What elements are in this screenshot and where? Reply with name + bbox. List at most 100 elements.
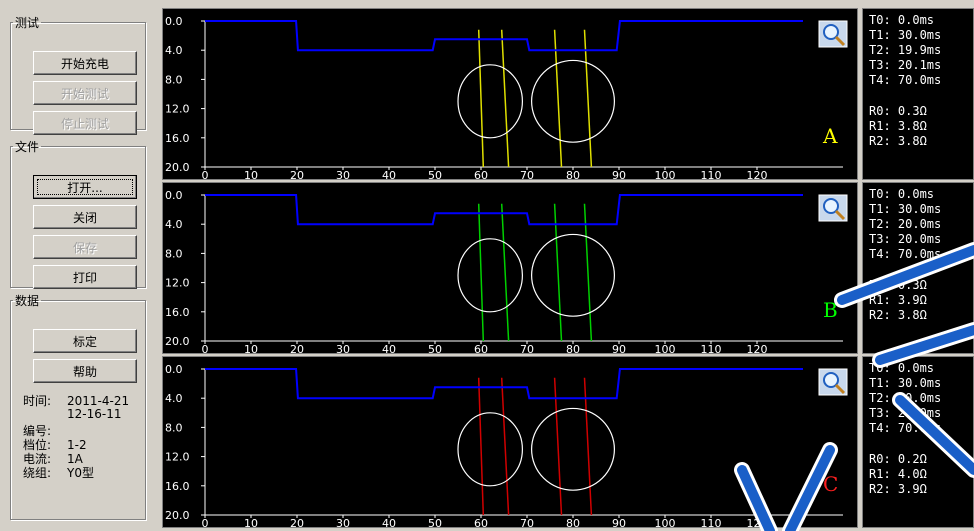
start-test-button[interactable]: 开始测试 [33,81,137,105]
readout-t2: T2: 20.0ms [869,391,942,405]
plot-panel-a: 0.0 4.0 8.0 12.0 16.0 20.0 0 10 20 30 40 50 60 70 80 90… [162,8,858,180]
x-tick-label: 20 [290,343,304,353]
magnifier-icon-lens [823,372,839,388]
readout-r1: R1: 3.9Ω [869,293,927,307]
waveform-line [205,368,803,400]
readout-r2: R2: 3.8Ω [869,308,927,322]
x-tick-label: 100 [655,343,676,353]
y-tick-label: 0.0 [165,363,183,376]
file-group: 文件 打开... 关闭 保存 打印 [10,138,146,289]
x-tick-label: 50 [428,169,442,179]
waveform-plot-b: 0.0 4.0 8.0 12.0 16.0 20.0 0 10 20 30 40 50 60 70 80 90… [165,189,848,353]
x-tick-label: 60 [474,343,488,353]
x-tick-label: 0 [202,169,209,179]
y-tick-label: 8.0 [165,421,183,434]
x-tick-label: 60 [474,169,488,179]
plot-panel-c: 0.0 4.0 8.0 12.0 16.0 20.0 0 10 20 30 40 50 60 70 80 90… [162,356,858,528]
readout-r0: R0: 0.3Ω [869,104,927,118]
test-group: 测试 开始充电 开始测试 停止测试 [10,14,146,135]
highlight-circle [457,412,524,487]
save-button[interactable]: 保存 [33,235,137,259]
waveform-line [205,194,803,226]
readout-t4: T4: 70.0ms [869,247,942,261]
y-tick-label: 0.0 [165,15,183,28]
stop-test-button[interactable]: 停止测试 [33,111,137,135]
help-button[interactable]: 帮助 [33,359,137,383]
highlight-circle [531,407,616,491]
calibrate-button[interactable]: 标定 [33,329,137,353]
readout-t1: T1: 30.0ms [869,376,942,390]
highlight-circle [531,233,616,317]
contact-trace [553,377,563,516]
winding-label: 绕组: [23,466,52,480]
x-tick-label: 80 [566,169,580,179]
x-tick-label: 40 [382,169,396,179]
x-tick-label: 70 [520,169,534,179]
highlight-circle [531,59,616,143]
open-button[interactable]: 打开... [33,175,137,199]
y-tick-label: 16.0 [165,132,190,145]
start-charge-button[interactable]: 开始充电 [33,51,137,75]
x-tick-label: 110 [701,517,722,527]
magnifier-icon-handle [834,35,846,47]
magnifier-icon-handle [834,209,846,221]
y-tick-label: 20.0 [165,509,190,522]
readout-t1: T1: 30.0ms [869,28,942,42]
y-tick-label: 16.0 [165,306,190,319]
x-tick-label: 10 [244,517,258,527]
x-tick-label: 120 [747,517,768,527]
test-group-title: 测试 [15,16,40,30]
magnifier-icon[interactable] [818,20,848,48]
print-button[interactable]: 打印 [33,265,137,289]
highlight-circle [457,64,524,139]
readout-r0: R0: 0.2Ω [869,452,927,466]
x-tick-label: 90 [612,517,626,527]
x-tick-label: 80 [566,343,580,353]
readout-panel-a: T0: 0.0ms T1: 30.0ms T2: 19.9ms T3: 20.1… [862,8,974,180]
x-tick-label: 50 [428,343,442,353]
x-tick-label: 60 [474,517,488,527]
x-tick-label: 0 [202,517,209,527]
readout-panel-b: T0: 0.0ms T1: 30.0ms T2: 20.0ms T3: 20.0… [862,182,974,354]
time-clock: 12-16-11 [67,407,122,421]
readout-r2: R2: 3.8Ω [869,134,927,148]
contact-trace [553,29,563,168]
contact-trace [477,203,485,342]
x-tick-label: 110 [701,343,722,353]
phase-label: B [823,298,838,322]
contact-trace [500,29,510,168]
phase-label: C [823,472,838,496]
x-tick-label: 90 [612,343,626,353]
x-tick-label: 70 [520,517,534,527]
readout-t4: T4: 70.0ms [869,421,942,435]
winding-value: Y0型 [67,466,94,480]
magnifier-icon-handle [834,383,846,395]
data-group: 数据 标定 帮助 时间: 2011-4-21 12-16-11 编号: 档位: … [10,292,146,520]
data-group-title: 数据 [15,294,40,308]
magnifier-icon[interactable] [818,368,848,396]
waveform-line [205,20,803,52]
close-button[interactable]: 关闭 [33,205,137,229]
x-tick-label: 30 [336,169,350,179]
readout-t2: T2: 19.9ms [869,43,942,57]
magnifier-icon[interactable] [818,194,848,222]
y-tick-label: 20.0 [165,161,190,174]
readout-t0: T0: 0.0ms [869,13,935,27]
y-tick-label: 12.0 [165,277,190,290]
readout-t0: T0: 0.0ms [869,361,935,375]
y-tick-label: 4.0 [165,218,183,231]
x-tick-label: 0 [202,343,209,353]
contact-trace [583,203,593,342]
y-tick-label: 4.0 [165,392,183,405]
contact-trace [500,377,510,516]
contact-trace [477,29,485,168]
y-tick-label: 12.0 [165,451,190,464]
y-tick-label: 0.0 [165,189,183,202]
phase-label: A [822,124,838,148]
readout-r0: R0: 0.3Ω [869,278,927,292]
control-panel: 测试 开始充电 开始测试 停止测试 文件 打开... 关闭 保存 打印 数据 标… [0,0,160,531]
x-tick-label: 120 [747,343,768,353]
plot-panel-b: 0.0 4.0 8.0 12.0 16.0 20.0 0 10 20 30 40 50 60 70 80 90… [162,182,858,354]
current-label: 电流: [23,452,52,466]
readout-r2: R2: 3.9Ω [869,482,927,496]
